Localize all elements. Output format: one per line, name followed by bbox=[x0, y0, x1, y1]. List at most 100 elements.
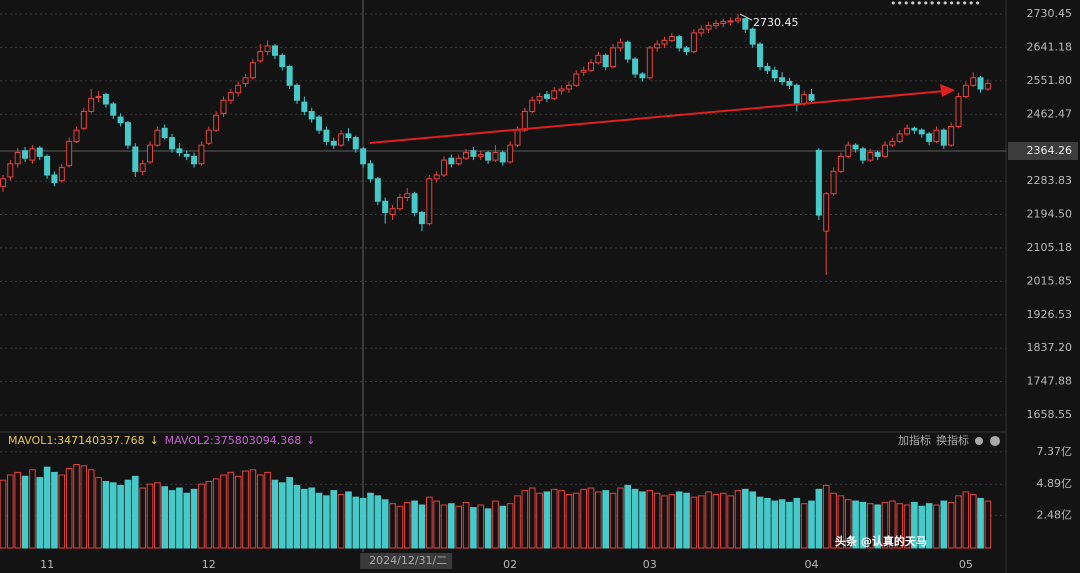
candle-body bbox=[169, 137, 176, 150]
volume-bar bbox=[874, 504, 881, 549]
volume-bar bbox=[36, 477, 44, 549]
candle-body bbox=[859, 148, 866, 161]
candle-body bbox=[124, 122, 131, 146]
candle-body bbox=[588, 62, 594, 71]
volume-bar bbox=[661, 495, 668, 549]
crosshair-date-box bbox=[360, 553, 453, 569]
candle-body bbox=[948, 125, 955, 146]
candle-body bbox=[646, 47, 653, 79]
volume-bar bbox=[0, 479, 7, 549]
x-tick-label: 05 bbox=[959, 558, 973, 571]
candle-body bbox=[654, 43, 661, 49]
candle-body bbox=[602, 54, 609, 68]
volume-bar bbox=[440, 504, 448, 549]
volume-bar bbox=[14, 471, 21, 549]
candle-body bbox=[889, 140, 896, 146]
volume-bar bbox=[852, 500, 859, 549]
volume-bar bbox=[161, 486, 168, 549]
candle-body bbox=[558, 88, 565, 92]
volume-bar bbox=[933, 504, 940, 549]
volume-bar bbox=[477, 504, 485, 549]
candle-body bbox=[690, 32, 697, 53]
volume-bar bbox=[543, 491, 551, 549]
volume-bar bbox=[859, 501, 867, 549]
candle-body bbox=[448, 157, 455, 165]
candle-body bbox=[279, 54, 286, 68]
volume-bar bbox=[403, 501, 411, 549]
candle-body bbox=[271, 45, 278, 56]
volume-bar bbox=[837, 495, 845, 549]
x-tick-label: 03 bbox=[643, 558, 657, 571]
volume-bar bbox=[617, 487, 624, 549]
candle-body bbox=[926, 133, 933, 142]
candle-body bbox=[382, 200, 389, 213]
volume-bar bbox=[580, 488, 587, 549]
volume-bar bbox=[102, 481, 110, 549]
candle-body bbox=[779, 77, 786, 83]
toolbar-add[interactable]: 加指标 bbox=[898, 433, 931, 447]
volume-bar bbox=[984, 500, 992, 549]
volume-bar bbox=[668, 494, 676, 549]
candle-body bbox=[161, 127, 168, 139]
x-tick-label: 11 bbox=[40, 558, 54, 571]
indicator-arrow: ↓ bbox=[306, 434, 315, 447]
candle-body bbox=[308, 110, 315, 120]
volume-bar bbox=[697, 495, 705, 549]
volume-bar bbox=[756, 496, 764, 549]
volume-bar bbox=[764, 497, 771, 549]
candle-body bbox=[595, 54, 602, 64]
volume-bar bbox=[323, 495, 330, 549]
volume-bar bbox=[462, 501, 470, 549]
volume-bar bbox=[800, 503, 808, 549]
close-icon[interactable] bbox=[990, 436, 1000, 446]
candle-body bbox=[786, 81, 793, 86]
candle-body bbox=[632, 58, 639, 75]
volume-bar bbox=[301, 488, 308, 549]
volume-bar bbox=[506, 503, 514, 549]
candle-body bbox=[977, 77, 984, 90]
candle-body bbox=[29, 148, 36, 161]
candle-body bbox=[720, 21, 727, 25]
volume-bar bbox=[595, 491, 602, 549]
candle-body bbox=[396, 196, 403, 210]
volume-bar bbox=[87, 469, 95, 549]
volume-bar bbox=[168, 490, 176, 549]
candle-body bbox=[132, 146, 139, 172]
volume-bar bbox=[771, 500, 779, 549]
volume-bar bbox=[455, 505, 462, 549]
candle-body bbox=[235, 84, 242, 94]
volume-bar bbox=[940, 500, 948, 549]
volume-bar bbox=[602, 490, 610, 549]
settings-icon[interactable] bbox=[975, 437, 983, 445]
candle-body bbox=[323, 129, 330, 142]
volume-bar bbox=[345, 491, 352, 549]
candle-body bbox=[154, 129, 161, 146]
candle-body bbox=[301, 101, 308, 112]
volume-bar bbox=[881, 501, 889, 549]
candle-body bbox=[543, 94, 550, 99]
indicator-label: MAVOL2:375803094.368 bbox=[165, 434, 302, 447]
volume-bar bbox=[124, 479, 132, 549]
y-tick-label: 2641.18 bbox=[1027, 40, 1073, 53]
candle-body bbox=[933, 129, 940, 142]
candle-body bbox=[793, 84, 800, 105]
candle-body bbox=[962, 84, 969, 97]
volume-bar bbox=[249, 469, 257, 549]
volume-bar bbox=[389, 503, 396, 549]
volume-bar bbox=[683, 492, 690, 549]
volume-bar bbox=[73, 464, 80, 549]
volume-bar bbox=[889, 500, 896, 549]
candle-body bbox=[213, 114, 220, 131]
candle-body bbox=[360, 148, 367, 165]
candle-body bbox=[499, 152, 506, 163]
candle-body bbox=[698, 28, 705, 34]
volume-bar bbox=[867, 503, 874, 549]
y-tick-label: 2015.85 bbox=[1027, 274, 1073, 287]
volume-bar bbox=[705, 491, 712, 549]
candle-body bbox=[507, 144, 514, 163]
volume-bar bbox=[558, 490, 565, 549]
volume-bar bbox=[565, 494, 573, 549]
toolbar-switch[interactable]: 换指标 bbox=[936, 433, 969, 447]
volume-bar bbox=[969, 494, 977, 549]
candle-body bbox=[36, 147, 43, 157]
